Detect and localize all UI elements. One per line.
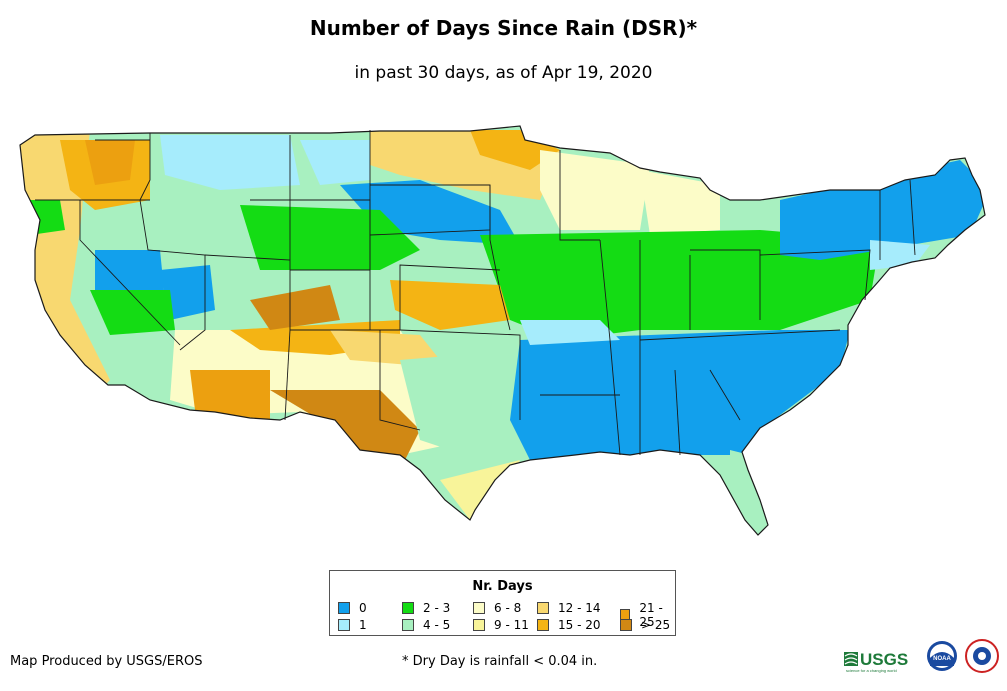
- noaa-logo-text: NOAA: [933, 656, 951, 662]
- border-west-1: [139, 133, 206, 351]
- region-idaho-montana: [160, 135, 300, 190]
- legend-box: Nr. Days 0 1 2 - 3 4 - 5 6 - 8 9 - 11 12 - 14 1…: [329, 570, 676, 636]
- footnote-text: * Dry Day is rainfall < 0.04 in.: [402, 654, 598, 669]
- map-title: Number of Days Since Rain (DSR)*: [309, 16, 698, 40]
- legend-swatch: [338, 602, 350, 614]
- legend-swatch: [537, 619, 549, 631]
- legend-swatch: [402, 602, 414, 614]
- region-nm-yellow: [330, 330, 440, 365]
- border-az-nm: [284, 329, 291, 421]
- region-utah-blue: [160, 265, 215, 320]
- legend-swatch: [402, 619, 414, 631]
- legend-swatch: [473, 602, 485, 614]
- border-tn-ky: [639, 329, 841, 341]
- legend-label: 2 - 3: [423, 601, 451, 615]
- border-ca-nv: [79, 200, 181, 346]
- border-vt-nh: [909, 179, 916, 256]
- dsr-fill-regions: [20, 126, 985, 535]
- agency-logos: USGS science for a changing world NOAA: [844, 639, 999, 673]
- legend-item: 0: [338, 601, 367, 615]
- region-minnesota: [540, 150, 650, 230]
- border-mississippi: [599, 239, 621, 456]
- legend-title: Nr. Days: [472, 579, 533, 594]
- legend-label: 4 - 5: [423, 618, 451, 632]
- border-mn-ia: [489, 185, 511, 331]
- legend-item: 1: [338, 618, 367, 632]
- legend-swatch: [338, 619, 350, 631]
- usgs-logo-text: USGS: [860, 650, 908, 669]
- border-nm-tx: [379, 330, 421, 431]
- credit-text: Map Produced by USGS/EROS: [10, 654, 203, 669]
- state-boundaries: [19, 125, 986, 536]
- legend-swatch: [473, 619, 485, 631]
- legend-item: 6 - 8: [473, 601, 521, 615]
- region-southeast-blue: [510, 330, 850, 460]
- region-colorado-brown: [250, 285, 340, 330]
- region-kansas-orange: [390, 280, 510, 330]
- region-texas-brown: [270, 390, 420, 470]
- legend-label: 12 - 14: [558, 601, 601, 615]
- legend-label: 21 - 25: [639, 601, 663, 629]
- border-colorado-kansas: [290, 264, 501, 331]
- nws-logo: [965, 639, 999, 673]
- noaa-logo: NOAA: [927, 641, 957, 671]
- map-subtitle: in past 30 days, as of Apr 19, 2020: [354, 63, 653, 83]
- region-oregon-core: [85, 140, 135, 185]
- border-ohio: [690, 249, 761, 320]
- region-arizona-orange: [190, 370, 270, 420]
- legend-item: 12 - 14: [537, 601, 601, 615]
- region-northeast-blue: [780, 160, 985, 260]
- region-nv-green: [90, 290, 175, 335]
- region-wisconsin-michigan: [640, 170, 720, 235]
- border-oklahoma: [399, 329, 521, 420]
- border-pennsylvania: [759, 249, 871, 301]
- us-dsr-map: [19, 125, 986, 536]
- legend-label: > 25: [641, 618, 671, 632]
- legend-item: 4 - 5: [402, 618, 450, 632]
- legend-label: 1: [359, 618, 367, 632]
- border-ga-sc: [709, 369, 741, 421]
- usgs-tagline: science for a changing world: [846, 668, 897, 673]
- region-arkansas-light: [520, 320, 620, 345]
- legend-item: 21 - 25: [620, 601, 675, 629]
- legend-label: 9 - 11: [494, 618, 529, 632]
- legend-item: > 25: [620, 618, 670, 632]
- region-montana-east: [300, 140, 370, 185]
- usgs-logo: USGS science for a changing world: [844, 650, 908, 673]
- region-coast-green: [30, 200, 65, 235]
- legend-label: 15 - 20: [558, 618, 601, 632]
- region-oklahoma-mint: [400, 350, 530, 460]
- region-wyoming-green: [240, 205, 420, 270]
- legend-item: 15 - 20: [537, 618, 601, 632]
- border-mn-wi: [559, 150, 600, 241]
- legend-label: 0: [359, 601, 367, 615]
- legend-label: 6 - 8: [494, 601, 522, 615]
- legend-swatch: [537, 602, 549, 614]
- region-midwest-green: [480, 230, 880, 340]
- legend-item: 9 - 11: [473, 618, 529, 632]
- legend-swatch: [620, 619, 632, 631]
- legend-item: 2 - 3: [402, 601, 450, 615]
- border-al-ga: [674, 369, 681, 456]
